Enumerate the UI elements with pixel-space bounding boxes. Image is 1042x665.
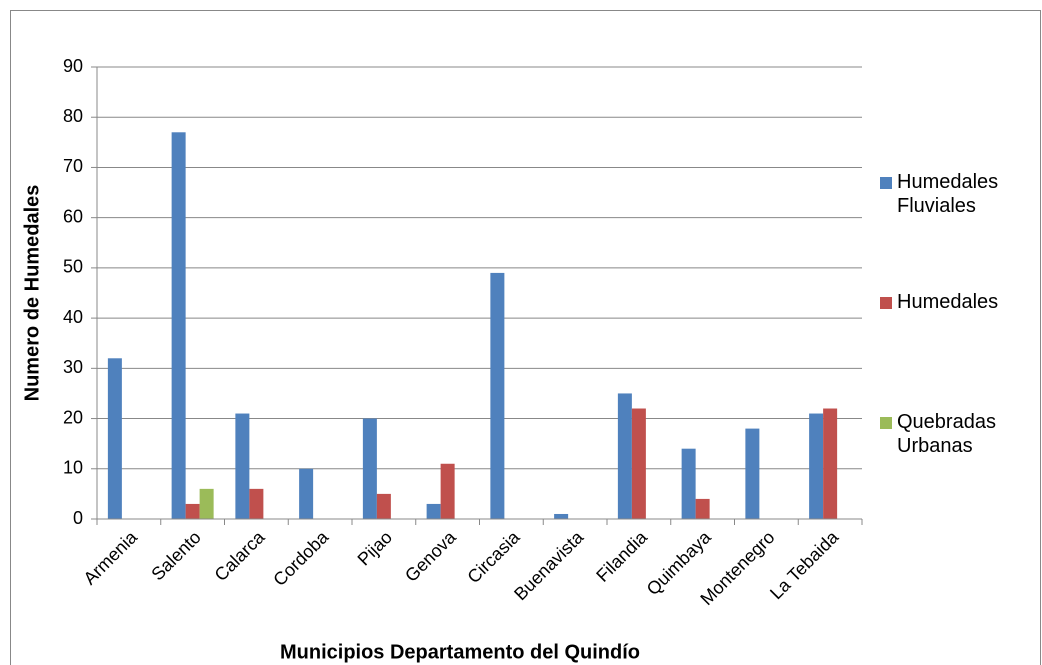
bar: [426, 503, 441, 519]
y-tick-label: 80: [63, 106, 83, 126]
x-tick-label: Armenia: [80, 526, 142, 588]
x-tick-label: La Tebaida: [766, 526, 843, 603]
x-tick-label: Buenavista: [510, 526, 588, 604]
y-tick-label: 20: [63, 407, 83, 427]
y-tick-label: 60: [63, 206, 83, 226]
legend-swatch: [880, 177, 892, 189]
bar: [362, 418, 377, 519]
y-tick-label: 70: [63, 156, 83, 176]
y-tick-label: 10: [63, 458, 83, 478]
x-tick-label: Cordoba: [269, 526, 333, 590]
legend-label: Humedales Fluviales: [897, 171, 999, 217]
bar: [745, 428, 760, 519]
bar: [631, 408, 646, 519]
legend-label: Quebradas Urbanas: [897, 411, 996, 457]
bar: [490, 272, 505, 519]
legend-swatch: [880, 417, 892, 429]
y-tick-label: 50: [63, 257, 83, 277]
bar: [554, 513, 569, 519]
x-tick-label: Genova: [401, 526, 460, 585]
bar: [249, 488, 264, 519]
y-tick-label: 0: [73, 508, 83, 528]
chart-border: [10, 10, 1041, 665]
x-tick-label: Calarca: [211, 526, 270, 585]
bar: [199, 488, 214, 519]
bar: [171, 132, 186, 520]
x-tick-label: Filandia: [592, 526, 651, 585]
x-tick-label: Circasia: [463, 526, 524, 587]
bar: [440, 463, 455, 519]
x-axis-title: Municipios Departamento del Quindío: [280, 641, 640, 663]
y-tick-label: 30: [63, 357, 83, 377]
y-tick-label: 90: [63, 56, 83, 76]
bar: [376, 493, 391, 519]
bar: [299, 468, 314, 519]
bar: [235, 413, 250, 519]
legend-label: Humedales: [897, 291, 999, 313]
bar: [823, 408, 838, 519]
bar: [681, 448, 696, 519]
x-tick-label: Salento: [147, 527, 204, 584]
y-axis-title: Numero de Humedales: [21, 185, 43, 402]
bar: [695, 498, 710, 519]
bar: [185, 503, 200, 519]
bar: [617, 393, 632, 519]
bar: [107, 358, 122, 519]
legend-swatch: [880, 297, 892, 309]
x-tick-label: Pijao: [354, 527, 396, 569]
y-tick-label: 40: [63, 307, 83, 327]
bar: [809, 413, 824, 519]
